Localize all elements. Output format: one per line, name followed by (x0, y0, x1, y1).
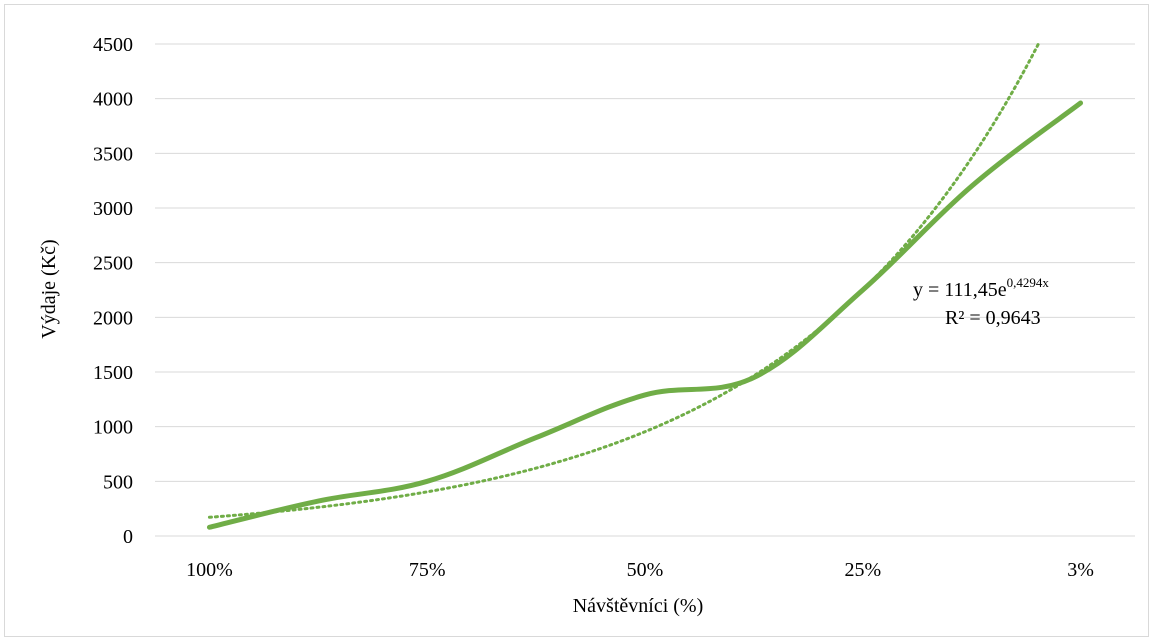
y-axis-title: Výdaje (Kč) (38, 239, 60, 338)
trendline-equation: y = 111,45e0,4294x (913, 275, 1049, 301)
y-tick-label: 1000 (93, 417, 133, 439)
gridlines (155, 43, 1135, 537)
chart-area (4, 4, 1149, 637)
series-line (206, 100, 1084, 530)
x-tick-label: 50% (627, 559, 664, 581)
y-tick-label: 2500 (93, 253, 133, 275)
y-tick-label: 500 (103, 471, 133, 493)
x-axis-ticks: 100% 75% 50% 25% 3% (186, 559, 1094, 581)
trendline-r2: R² = 0,9643 (945, 307, 1041, 329)
trendline (207, 42, 1040, 519)
x-axis-title: Návštěvníci (%) (573, 595, 704, 617)
y-tick-label: 1500 (93, 362, 133, 384)
trendline-equation-exponent: 0,4294x (1007, 275, 1050, 290)
y-axis-ticks: 0 500 1000 1500 2000 2500 3000 3500 4000 4500 (93, 34, 133, 548)
x-tick-label: 100% (186, 559, 233, 581)
trendline-equation-base: y = 111,45e (913, 279, 1007, 301)
y-tick-label: 3500 (93, 143, 133, 165)
x-tick-label: 3% (1067, 559, 1094, 581)
x-tick-label: 25% (844, 559, 881, 581)
y-tick-label: 2000 (93, 307, 133, 329)
y-tick-label: 4500 (93, 34, 133, 56)
y-tick-label: 4000 (93, 89, 133, 111)
y-tick-label: 0 (123, 526, 133, 548)
y-tick-label: 3000 (93, 198, 133, 220)
x-tick-label: 75% (409, 559, 446, 581)
